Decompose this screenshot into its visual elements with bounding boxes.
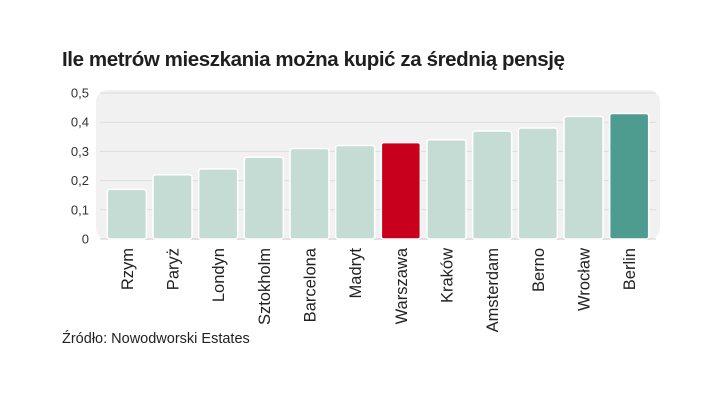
x-tick-label: Berno	[530, 248, 548, 292]
y-tick-label: 0,2	[71, 173, 89, 188]
y-tick-label: 0,1	[71, 202, 89, 217]
y-tick-label: 0,4	[71, 115, 89, 130]
x-tick-label: Amsterdam	[484, 248, 502, 332]
bar-madryt	[334, 144, 376, 240]
bar-berlin	[608, 112, 650, 240]
bar-warszawa	[380, 141, 422, 240]
y-tick-label: 0,5	[71, 86, 89, 101]
bar-amsterdam	[471, 130, 513, 240]
bar-sztokholm	[243, 156, 285, 240]
y-tick-label: 0,3	[71, 144, 89, 159]
x-tick-label: Berlin	[621, 248, 639, 290]
bar-paryż	[152, 174, 193, 240]
bar-wrocław	[563, 115, 604, 240]
x-tick-label: Londyn	[210, 248, 228, 302]
bars	[106, 112, 650, 240]
bar-barcelona	[289, 147, 330, 240]
x-tick-label: Barcelona	[302, 247, 320, 322]
x-tick-label: Kraków	[439, 248, 457, 303]
x-tick-label: Sztokholm	[256, 248, 274, 325]
x-tick-label: Wrocław	[576, 248, 594, 311]
x-axis-labels: Rzym Paryż Londyn Sztokholm Barcelona Madryt W…	[119, 247, 639, 332]
bar-berno	[517, 127, 559, 240]
bar-londyn	[197, 168, 239, 240]
bar-kraków	[426, 138, 467, 240]
chart-title: Ile metrów mieszkania można kupić za śre…	[62, 48, 565, 71]
y-tick-label: 0	[82, 232, 89, 247]
x-tick-label: Paryż	[165, 248, 183, 290]
y-axis-ticks: 0 0,1 0,2 0,3 0,4 0,5	[71, 86, 89, 247]
x-tick-label: Madryt	[347, 248, 365, 299]
bar-rzym	[106, 188, 148, 240]
x-tick-label: Warszawa	[393, 247, 411, 324]
source-note: Źródło: Nowodworski Estates	[62, 331, 250, 347]
x-tick-label: Rzym	[119, 248, 137, 290]
